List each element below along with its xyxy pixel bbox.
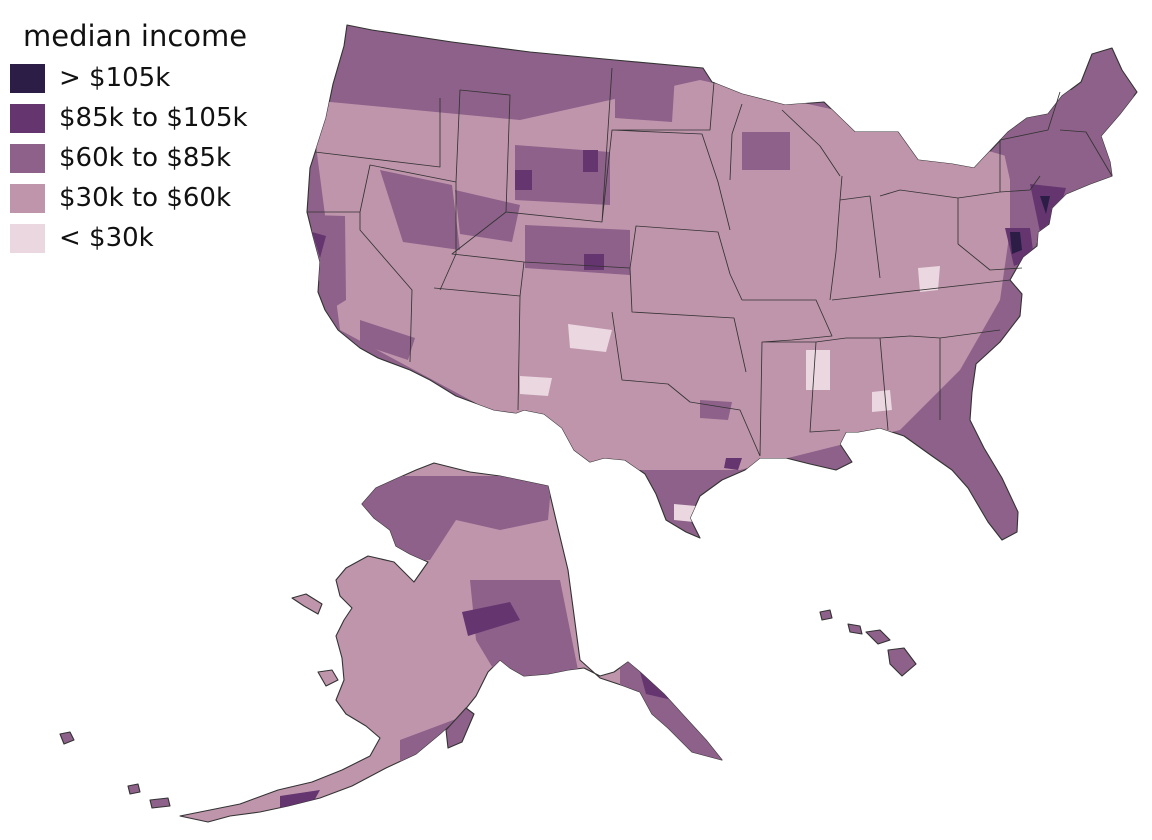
county-region: [583, 150, 598, 172]
county-region: [360, 320, 415, 360]
hawaii: [819, 609, 917, 677]
hawaii-island: [865, 629, 891, 645]
county-region: [1030, 184, 1066, 232]
legend-label-over-105k: > $105k: [59, 63, 171, 93]
county-region: [515, 170, 532, 190]
county-region: [806, 350, 830, 390]
alaska-island: [149, 797, 171, 809]
hawaii-island: [819, 609, 833, 621]
county-region: [615, 70, 675, 122]
alaska-island: [445, 707, 475, 749]
legend-label-under-30k: < $30k: [59, 223, 154, 253]
legend-swatch-60k-to-85k: [10, 143, 45, 173]
borough-region: [620, 660, 722, 770]
legend-item-under-30k: < $30k: [10, 218, 248, 258]
county-region: [310, 215, 346, 310]
legend-label-30k-to-60k: $30k to $60k: [59, 183, 231, 213]
legend-title: median income: [23, 19, 248, 53]
legend-swatch-30k-to-60k: [10, 183, 45, 213]
legend-swatch-under-30k: [10, 223, 45, 253]
county-region: [1040, 196, 1050, 214]
contiguous-us: [306, 24, 1138, 541]
legend-swatch-85k-to-105k: [10, 103, 45, 133]
county-region: [520, 376, 552, 396]
legend-swatch-over-105k: [10, 63, 45, 93]
legend-label-60k-to-85k: $60k to $85k: [59, 143, 231, 173]
county-region: [990, 90, 1135, 250]
legend-item-30k-to-60k: $30k to $60k: [10, 178, 248, 218]
alaska-island: [317, 669, 339, 687]
county-region: [455, 190, 520, 242]
borough-region: [356, 476, 552, 560]
county-region: [584, 254, 604, 270]
alaska: [59, 462, 723, 823]
legend-item-over-105k: > $105k: [10, 58, 248, 98]
county-region: [918, 266, 940, 292]
legend-label-85k-to-105k: $85k to $105k: [59, 103, 248, 133]
county-region: [380, 170, 460, 250]
hawaii-island: [887, 647, 917, 677]
county-region: [310, 80, 1020, 470]
alaska-island: [127, 783, 141, 795]
county-region: [568, 324, 612, 352]
legend-item-60k-to-85k: $60k to $85k: [10, 138, 248, 178]
county-region: [700, 400, 732, 420]
borough-region: [462, 602, 520, 636]
county-region: [1010, 232, 1022, 254]
county-region: [872, 390, 892, 412]
county-region: [980, 490, 1014, 528]
map-legend: median income > $105k $85k to $105k $60k…: [10, 18, 248, 258]
county-region: [312, 232, 326, 258]
alaska-island: [291, 593, 323, 615]
state-boundaries: [307, 67, 1113, 457]
legend-item-85k-to-105k: $85k to $105k: [10, 98, 248, 138]
alaska-island: [59, 731, 75, 745]
county-region: [742, 132, 790, 170]
county-region: [724, 458, 742, 470]
hawaii-island: [847, 623, 863, 635]
